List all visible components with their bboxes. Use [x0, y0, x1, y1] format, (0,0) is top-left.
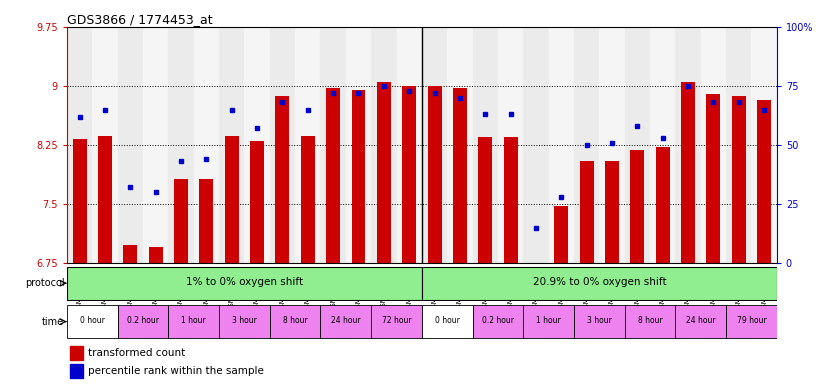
Bar	[67, 27, 92, 263]
Text: 0.2 hour: 0.2 hour	[482, 316, 514, 325]
Bar	[529, 263, 543, 268]
Text: 79 hour: 79 hour	[737, 316, 766, 325]
Bar	[631, 151, 645, 263]
Bar	[276, 96, 290, 263]
Bar	[726, 27, 752, 263]
Bar	[371, 27, 397, 263]
Text: time: time	[42, 316, 64, 327]
Bar	[732, 96, 746, 263]
Bar	[523, 27, 548, 263]
Bar	[752, 27, 777, 263]
Bar	[149, 247, 162, 263]
Text: 20.9% to 0% oxygen shift: 20.9% to 0% oxygen shift	[533, 278, 666, 288]
Bar	[168, 305, 219, 338]
Text: 1 hour: 1 hour	[181, 316, 206, 325]
Bar	[295, 27, 321, 263]
Bar	[92, 27, 118, 263]
Bar	[579, 161, 594, 263]
Text: protocol: protocol	[24, 278, 64, 288]
Bar	[143, 27, 168, 263]
Bar	[428, 86, 441, 263]
Text: 0 hour: 0 hour	[80, 316, 104, 325]
Bar	[123, 245, 137, 263]
Bar	[67, 267, 422, 300]
Bar	[447, 27, 472, 263]
Bar	[472, 27, 498, 263]
Bar	[625, 27, 650, 263]
Bar	[326, 88, 340, 263]
Bar	[676, 305, 726, 338]
Bar	[301, 136, 315, 263]
Bar	[397, 27, 422, 263]
Bar	[757, 100, 771, 263]
Bar	[98, 136, 112, 263]
Bar	[219, 27, 244, 263]
Text: 8 hour: 8 hour	[637, 316, 663, 325]
Text: 0 hour: 0 hour	[435, 316, 459, 325]
Bar	[377, 82, 391, 263]
Bar	[250, 141, 264, 263]
Bar	[270, 305, 321, 338]
Bar	[371, 305, 422, 338]
Bar	[244, 27, 270, 263]
Bar	[224, 136, 239, 263]
Bar	[548, 27, 574, 263]
Bar	[70, 346, 83, 360]
Bar	[681, 82, 695, 263]
Bar	[352, 90, 366, 263]
Bar	[478, 137, 492, 263]
Bar	[453, 88, 467, 263]
Bar	[656, 147, 670, 263]
Text: 0.2 hour: 0.2 hour	[127, 316, 159, 325]
Bar	[270, 27, 295, 263]
Bar	[321, 305, 371, 338]
Text: 3 hour: 3 hour	[232, 316, 257, 325]
Bar	[70, 364, 83, 378]
Bar	[219, 305, 270, 338]
Bar	[73, 139, 86, 263]
Bar	[199, 179, 213, 263]
Bar	[676, 27, 701, 263]
Bar	[118, 305, 168, 338]
Text: transformed count: transformed count	[88, 348, 185, 358]
Text: GDS3866 / 1774453_at: GDS3866 / 1774453_at	[67, 13, 212, 26]
Bar	[726, 305, 777, 338]
Bar	[422, 305, 472, 338]
Text: 1 hour: 1 hour	[536, 316, 561, 325]
Bar	[650, 27, 676, 263]
Text: percentile rank within the sample: percentile rank within the sample	[88, 366, 264, 376]
Text: 3 hour: 3 hour	[587, 316, 612, 325]
Text: 1% to 0% oxygen shift: 1% to 0% oxygen shift	[186, 278, 303, 288]
Bar	[346, 27, 371, 263]
Text: 72 hour: 72 hour	[382, 316, 411, 325]
Bar	[174, 179, 188, 263]
Text: 24 hour: 24 hour	[331, 316, 361, 325]
Bar	[321, 27, 346, 263]
Text: 24 hour: 24 hour	[686, 316, 716, 325]
Bar	[707, 94, 721, 263]
Bar	[498, 27, 523, 263]
Bar	[503, 137, 517, 263]
Bar	[599, 27, 625, 263]
Bar	[625, 305, 676, 338]
Bar	[554, 206, 568, 263]
Bar	[574, 27, 599, 263]
Bar	[168, 27, 193, 263]
Bar	[701, 27, 726, 263]
Bar	[67, 305, 118, 338]
Bar	[402, 86, 416, 263]
Text: 8 hour: 8 hour	[282, 316, 308, 325]
Bar	[422, 27, 447, 263]
Bar	[574, 305, 625, 338]
Bar	[523, 305, 574, 338]
Bar	[422, 267, 777, 300]
Bar	[193, 27, 219, 263]
Bar	[472, 305, 523, 338]
Bar	[605, 161, 619, 263]
Bar	[118, 27, 143, 263]
